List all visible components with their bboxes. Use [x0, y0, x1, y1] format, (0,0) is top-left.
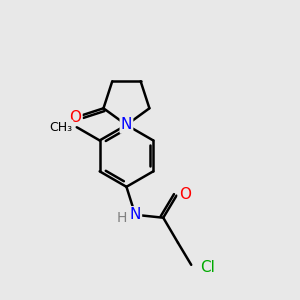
Text: Cl: Cl: [200, 260, 215, 275]
Text: O: O: [179, 187, 191, 202]
Text: N: N: [121, 118, 132, 133]
Text: CH₃: CH₃: [49, 121, 72, 134]
Text: H: H: [117, 211, 127, 225]
Text: O: O: [70, 110, 82, 125]
Text: N: N: [130, 207, 141, 222]
